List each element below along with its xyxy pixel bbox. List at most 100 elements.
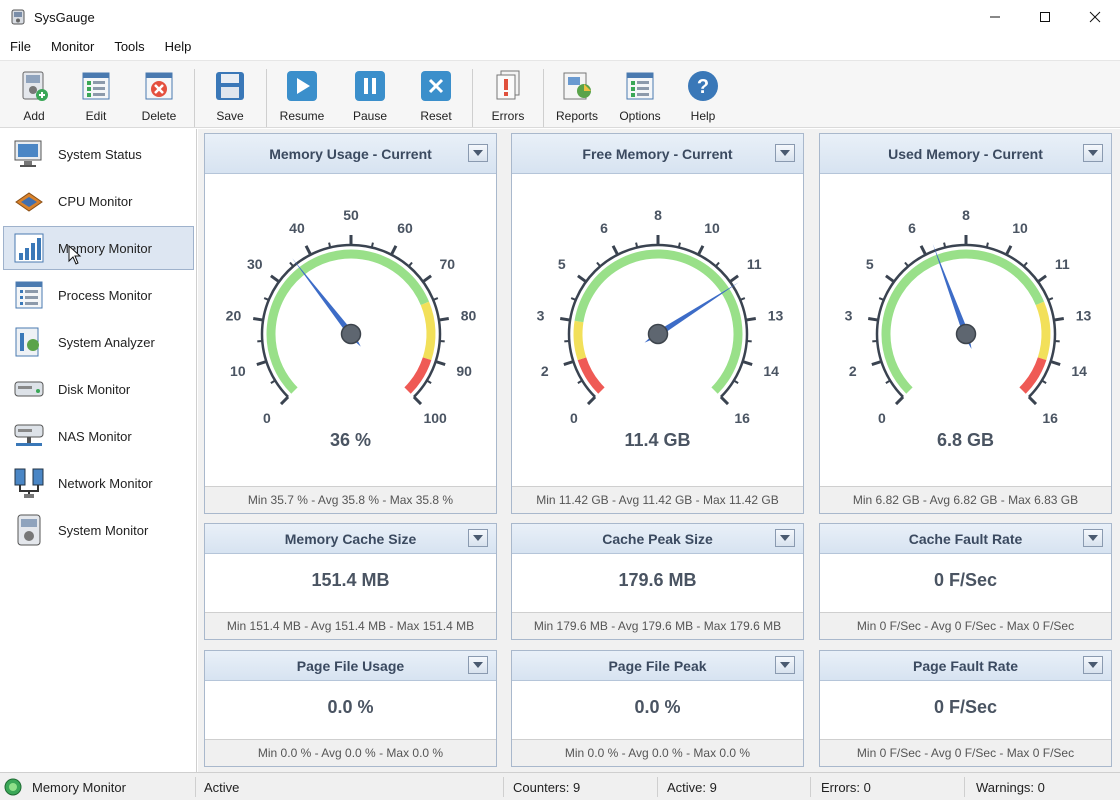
gauge-major-tick [252,317,264,322]
panel-header: Memory Usage - Current [205,134,496,174]
panel-menu-button[interactable] [468,529,488,547]
gauge-tick-label: 16 [1042,410,1058,426]
menu-bar: File Monitor Tools Help [0,34,1120,58]
reports-button[interactable]: Reports [547,69,607,127]
close-button[interactable] [1070,0,1120,34]
toolbar-separator [543,69,544,127]
help-button[interactable]: ? Help [673,69,733,127]
menu-tools[interactable]: Tools [114,38,145,54]
gauge-major-tick [438,317,450,322]
panel-stats: Min 179.6 MB - Avg 179.6 MB - Max 179.6 … [512,612,803,639]
toolbar-separator [472,69,473,127]
gauge-tick-label: 6 [908,220,916,236]
minimize-button[interactable] [970,0,1020,34]
edit-button[interactable]: Edit [66,69,126,127]
help-label: Help [690,109,716,123]
gauge-tick-label: 2 [849,363,857,379]
gauge-minor-tick [733,379,739,384]
reports-icon [563,72,591,100]
panel-header: Cache Peak Size [512,524,803,554]
delete-label: Delete [141,109,177,123]
status-monitor-label: Memory Monitor [32,779,126,795]
status-bar: Memory Monitor Active Counters: 9 Active… [0,772,1120,800]
gauge-tick-label: 5 [866,256,874,272]
panel-menu-button[interactable] [1083,144,1103,162]
gauge-tick-label: 11 [747,256,762,272]
nas-icon [14,424,44,446]
panel-menu-button[interactable] [468,656,488,674]
gauge-major-tick [256,360,267,367]
reports-label: Reports [555,109,599,123]
chevron-down-icon [1088,535,1098,541]
sidebar-item-system-analyzer[interactable]: System Analyzer [3,320,194,364]
maximize-button[interactable] [1020,0,1070,34]
sidebar-item-memory-monitor[interactable]: Memory Monitor [3,226,194,270]
sidebar-item-disk-monitor[interactable]: Disk Monitor [3,367,194,411]
gauge-major-tick [435,360,446,367]
gauge-tick-label: 20 [226,307,242,323]
counter-value: 0 F/Sec [933,697,998,717]
sidebar-item-process-monitor[interactable]: Process Monitor [3,273,194,317]
title-bar: SysGauge [0,0,1120,34]
panel-menu-button[interactable] [1083,529,1103,547]
gauge-major-tick [1037,274,1047,283]
panel-menu-button[interactable] [1083,656,1103,674]
panel-title: Memory Cache Size [284,530,417,547]
gauge: 0 2 3 5 6 8 10 11 13 14 16 [537,207,784,426]
panel-menu-button[interactable] [775,656,795,674]
pause-button[interactable]: Pause [340,69,400,127]
gauge-tick-label: 3 [537,307,545,323]
edit-icon [82,72,110,100]
status-warnings: Warnings: 0 [976,779,1045,795]
panel-menu-button[interactable] [468,144,488,162]
gauge-minor-tick [570,297,577,301]
panel-menu-button[interactable] [775,529,795,547]
sidebar-item-system-status[interactable]: System Status [3,132,194,176]
gauge-minor-tick [1047,297,1054,301]
system-monitor-icon [17,514,41,546]
gauge-tick-label: 11 [1055,256,1070,272]
gauge-outer-ring [567,243,749,398]
resume-button[interactable]: Resume [272,69,332,127]
counter-panel-page-file-peak: Page File Peak 0.0 % Min 0.0 % - Avg 0.0… [511,650,804,767]
reset-icon [421,71,451,101]
gauge-zone [1019,357,1047,394]
sidebar-item-network-monitor[interactable]: Network Monitor [3,461,194,505]
gauge-major-tick [586,395,597,406]
panel-stats: Min 6.82 GB - Avg 6.82 GB - Max 6.83 GB [820,486,1111,513]
save-button[interactable]: Save [200,69,260,127]
delete-button[interactable]: Delete [129,69,189,127]
options-button[interactable]: Options [610,69,670,127]
gauge-minor-tick [270,379,276,384]
menu-file[interactable]: File [10,38,31,54]
add-button[interactable]: Add [4,69,64,127]
gauge-hub [955,323,977,345]
panel-title: Cache Peak Size [602,530,713,547]
counter-value: 0.0 % [634,697,681,717]
errors-button[interactable]: Errors [478,69,538,127]
gauge-major-tick [422,274,432,283]
errors-icon [496,70,520,100]
panel-title: Cache Fault Rate [908,530,1023,547]
status-ok-icon [4,778,22,796]
gauge-outer-ring [260,243,442,398]
menu-monitor[interactable]: Monitor [50,38,95,54]
gauge-minor-tick [1041,379,1047,384]
menu-help[interactable]: Help [164,38,192,54]
sidebar-item-system-monitor[interactable]: System Monitor [3,508,194,552]
gauge-value: 11.4 GB [624,430,691,450]
gauge-tick-label: 2 [541,363,549,379]
panel-stats: Min 0 F/Sec - Avg 0 F/Sec - Max 0 F/Sec [820,739,1111,766]
help-icon: ? [688,71,718,101]
gauge-needle [292,258,361,347]
panel-menu-button[interactable] [775,144,795,162]
sidebar-item-nas-monitor[interactable]: NAS Monitor [3,414,194,458]
sidebar-item-cpu-monitor[interactable]: CPU Monitor [3,179,194,223]
mouse-cursor-icon [68,245,82,265]
gauge-tick-label: 0 [263,410,271,426]
reset-button[interactable]: Reset [406,69,466,127]
save-icon [216,72,244,100]
gauge: 0 2 3 5 6 8 10 11 13 14 16 [845,207,1092,426]
gauge-major-tick [742,360,753,367]
panel-title: Page File Usage [296,657,405,674]
